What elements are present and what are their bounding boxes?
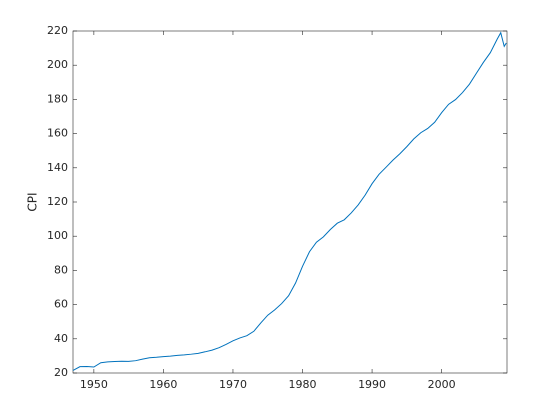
axes-box bbox=[72, 30, 508, 374]
y-tick-label: 100 bbox=[47, 229, 68, 242]
x-tick-label: 1970 bbox=[219, 378, 247, 391]
x-tick-label: 1980 bbox=[289, 378, 317, 391]
y-tick-label: 40 bbox=[54, 332, 68, 345]
y-tick-label: 140 bbox=[47, 161, 68, 174]
x-tick-label: 1990 bbox=[358, 378, 386, 391]
x-tick-label: 1960 bbox=[149, 378, 177, 391]
y-tick-label: 80 bbox=[54, 263, 68, 276]
y-tick-label: 180 bbox=[47, 92, 68, 105]
line bbox=[72, 31, 507, 371]
y-tick-label: 200 bbox=[47, 58, 68, 71]
y-tick-label: 20 bbox=[54, 366, 68, 379]
y-tick-label: 60 bbox=[54, 298, 68, 311]
y-tick-label: 160 bbox=[47, 127, 68, 140]
y-axis-label: CPI bbox=[26, 192, 40, 211]
y-tick-label: 220 bbox=[47, 24, 68, 37]
x-tick-label: 2000 bbox=[428, 378, 456, 391]
y-tick-label: 120 bbox=[47, 195, 68, 208]
x-tick-label: 1950 bbox=[80, 378, 108, 391]
